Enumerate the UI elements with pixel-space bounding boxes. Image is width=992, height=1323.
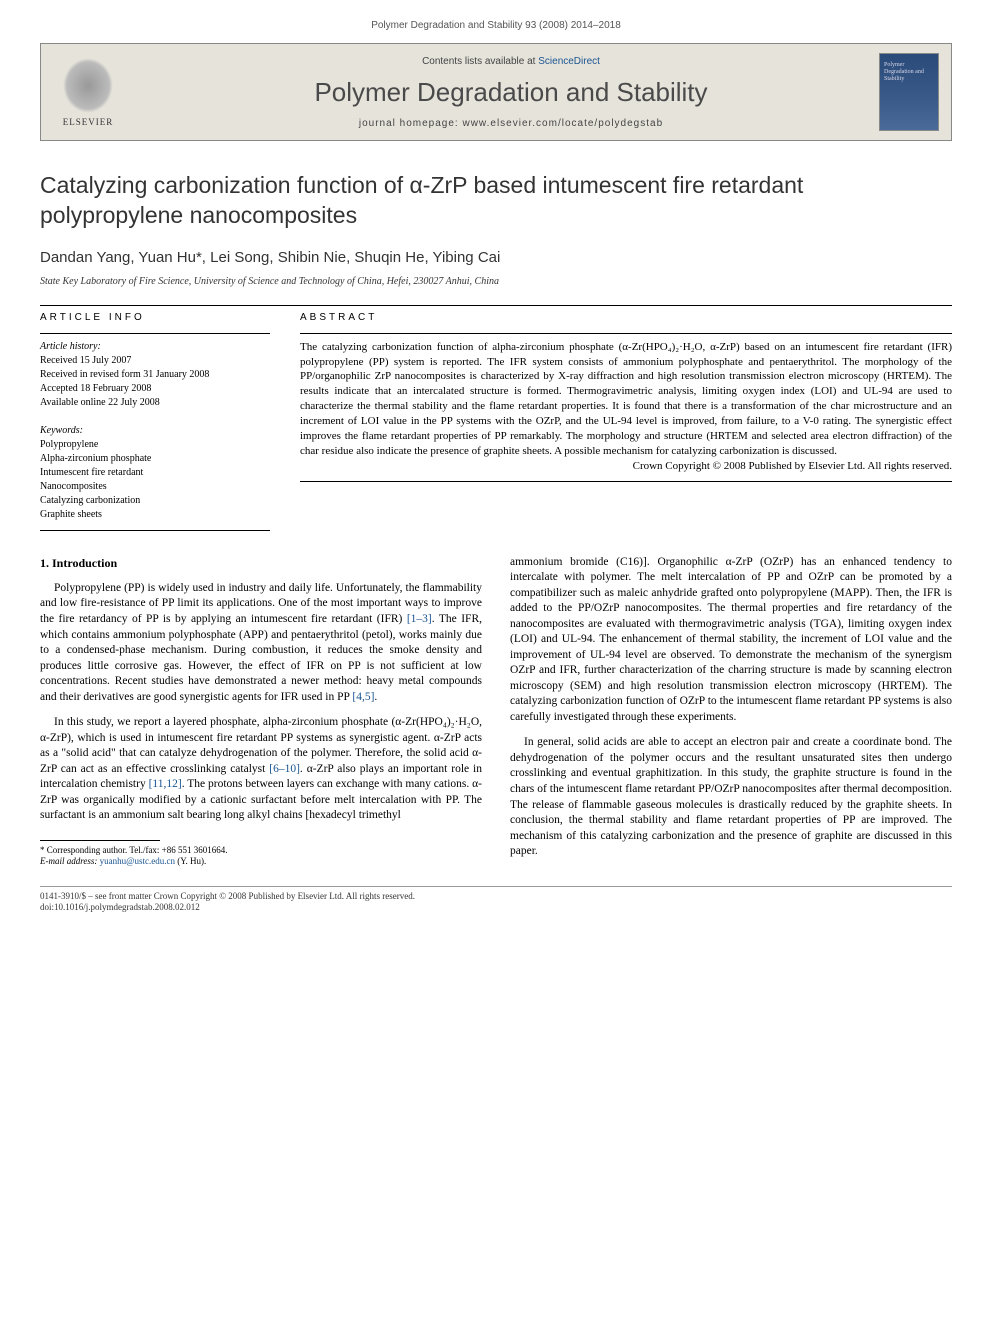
journal-center: Contents lists available at ScienceDirec… xyxy=(143,56,879,129)
divider xyxy=(40,305,952,306)
email-link[interactable]: yuanhu@ustc.edu.cn xyxy=(100,856,175,866)
divider xyxy=(300,333,952,334)
corresponding-author-footnote: * Corresponding author. Tel./fax: +86 55… xyxy=(40,845,482,868)
history-revised: Received in revised form 31 January 2008 xyxy=(40,368,270,382)
abstract-copyright: Crown Copyright © 2008 Published by Else… xyxy=(300,459,952,474)
citation-link[interactable]: [6–10] xyxy=(269,763,300,775)
journal-cover-text: Polymer Degradation and Stability xyxy=(884,62,934,84)
contents-prefix: Contents lists available at xyxy=(422,56,538,67)
footer-doi: doi:10.1016/j.polymdegradstab.2008.02.01… xyxy=(40,902,952,914)
keyword: Catalyzing carbonization xyxy=(40,494,270,508)
sciencedirect-link[interactable]: ScienceDirect xyxy=(538,56,600,67)
left-column: 1. Introduction Polypropylene (PP) is wi… xyxy=(40,555,482,870)
page-footer: 0141-3910/$ – see front matter Crown Cop… xyxy=(40,886,952,914)
history-accepted: Accepted 18 February 2008 xyxy=(40,382,270,396)
article-info-block: ARTICLE INFO Article history: Received 1… xyxy=(40,312,270,531)
keyword: Intumescent fire retardant xyxy=(40,466,270,480)
keyword: Graphite sheets xyxy=(40,508,270,522)
paragraph: Polypropylene (PP) is widely used in ind… xyxy=(40,581,482,705)
abstract-text: The catalyzing carbonization function of… xyxy=(300,340,952,483)
article-info-heading: ARTICLE INFO xyxy=(40,312,270,323)
abstract-block: ABSTRACT The catalyzing carbonization fu… xyxy=(300,312,952,531)
right-column: ammonium bromide (C16)]. Organophilic α-… xyxy=(510,555,952,870)
text: . The IFR, which contains ammonium polyp… xyxy=(40,613,482,703)
footnote-separator xyxy=(40,840,160,841)
article-title: Catalyzing carbonization function of α-Z… xyxy=(40,171,952,231)
article-history: Article history: Received 15 July 2007 R… xyxy=(40,340,270,410)
divider xyxy=(40,333,270,334)
info-abstract-row: ARTICLE INFO Article history: Received 1… xyxy=(40,312,952,531)
abstract-heading: ABSTRACT xyxy=(300,312,952,323)
homepage-prefix: journal homepage: xyxy=(359,118,463,129)
text: . xyxy=(374,691,377,703)
history-label: Article history: xyxy=(40,340,270,354)
journal-cover-thumbnail: Polymer Degradation and Stability xyxy=(879,53,939,131)
citation-link[interactable]: [1–3] xyxy=(407,613,432,625)
history-online: Available online 22 July 2008 xyxy=(40,396,270,410)
elsevier-logo: ELSEVIER xyxy=(53,52,123,132)
email-label: E-mail address: xyxy=(40,856,100,866)
paragraph: In general, solid acids are able to acce… xyxy=(510,735,952,859)
elsevier-label: ELSEVIER xyxy=(63,117,114,127)
journal-title: Polymer Degradation and Stability xyxy=(143,77,879,108)
journal-banner: ELSEVIER Contents lists available at Sci… xyxy=(40,43,952,141)
affiliation: State Key Laboratory of Fire Science, Un… xyxy=(40,276,952,287)
history-received: Received 15 July 2007 xyxy=(40,354,270,368)
citation-link[interactable]: [11,12] xyxy=(149,778,182,790)
keywords-block: Keywords: Polypropylene Alpha-zirconium … xyxy=(40,424,270,531)
keywords-label: Keywords: xyxy=(40,424,270,438)
paragraph: ammonium bromide (C16)]. Organophilic α-… xyxy=(510,555,952,726)
section-heading: 1. Introduction xyxy=(40,555,482,571)
contents-line: Contents lists available at ScienceDirec… xyxy=(143,56,879,67)
footer-line1: 0141-3910/$ – see front matter Crown Cop… xyxy=(40,891,952,903)
email-suffix: (Y. Hu). xyxy=(175,856,206,866)
body-columns: 1. Introduction Polypropylene (PP) is wi… xyxy=(40,555,952,870)
running-header: Polymer Degradation and Stability 93 (20… xyxy=(40,20,952,31)
journal-homepage: journal homepage: www.elsevier.com/locat… xyxy=(143,118,879,129)
abstract-body: The catalyzing carbonization function of… xyxy=(300,341,952,457)
keyword: Polypropylene xyxy=(40,438,270,452)
paragraph: In this study, we report a layered phosp… xyxy=(40,715,482,824)
authors-line: Dandan Yang, Yuan Hu*, Lei Song, Shibin … xyxy=(40,249,952,266)
citation-link[interactable]: [4,5] xyxy=(352,691,374,703)
elsevier-tree-icon xyxy=(63,58,113,113)
homepage-url[interactable]: www.elsevier.com/locate/polydegstab xyxy=(462,118,663,129)
keyword: Alpha-zirconium phosphate xyxy=(40,452,270,466)
footnote-email-line: E-mail address: yuanhu@ustc.edu.cn (Y. H… xyxy=(40,856,482,868)
footnote-corresponding: * Corresponding author. Tel./fax: +86 55… xyxy=(40,845,482,857)
keyword: Nanocomposites xyxy=(40,480,270,494)
